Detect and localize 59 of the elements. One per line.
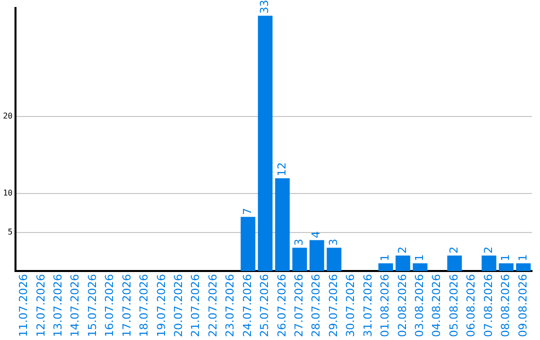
x-tick-label: 02.08.2026 xyxy=(396,274,409,338)
y-tick-label: 20 xyxy=(2,111,13,120)
x-tick-label: 05.08.2026 xyxy=(447,274,460,338)
bar xyxy=(292,248,307,272)
data-label: 2 xyxy=(447,246,460,254)
x-tick-label: 31.07.2026 xyxy=(361,274,374,338)
x-tick-label: 27.07.2026 xyxy=(292,274,306,338)
data-label: 2 xyxy=(396,246,409,254)
x-tick-label: 03.08.2026 xyxy=(412,274,426,338)
x-tick-label: 09.08.2026 xyxy=(516,274,530,338)
x-tick-label: 22.07.2026 xyxy=(206,274,220,338)
x-tick-label: 08.08.2026 xyxy=(499,274,512,338)
x-tick-label: 04.08.2026 xyxy=(430,274,444,338)
data-label: 2 xyxy=(482,246,495,254)
x-tick-label: 06.08.2026 xyxy=(464,274,478,338)
data-label: 4 xyxy=(310,231,323,238)
data-label: 33 xyxy=(258,0,272,14)
x-tick-label: 30.07.2026 xyxy=(344,274,358,338)
data-label: 1 xyxy=(516,254,530,262)
x-tick-label: 15.07.2026 xyxy=(86,274,99,338)
bar xyxy=(275,178,290,272)
data-label: 1 xyxy=(412,254,426,262)
bar xyxy=(412,263,428,272)
bar xyxy=(498,263,514,272)
x-tick-label: 12.07.2026 xyxy=(34,274,48,338)
bar xyxy=(326,248,342,272)
x-tick-label: 11.07.2026 xyxy=(17,274,30,338)
bar xyxy=(447,256,462,272)
x-tick-label: 14.07.2026 xyxy=(68,274,82,338)
x-tick-label: 19.07.2026 xyxy=(154,274,168,338)
data-label: 3 xyxy=(326,238,340,246)
bar xyxy=(258,16,273,272)
x-tick-label: 18.07.2026 xyxy=(138,274,151,338)
bar xyxy=(310,240,324,272)
bar xyxy=(240,216,256,272)
bar xyxy=(482,256,496,272)
bar xyxy=(396,256,410,272)
x-tick-label: 01.08.2026 xyxy=(378,274,392,338)
data-label: 7 xyxy=(240,208,254,215)
x-tick-label: 23.07.2026 xyxy=(224,274,237,338)
bar xyxy=(378,263,394,272)
x-tick-label: 17.07.2026 xyxy=(120,274,134,338)
x-tick-label: 16.07.2026 xyxy=(103,274,116,338)
x-tick-label: 29.07.2026 xyxy=(326,274,340,338)
bar xyxy=(516,263,531,272)
data-label: 1 xyxy=(499,254,512,262)
x-tick-label: 24.07.2026 xyxy=(240,274,254,338)
x-tick-label: 28.07.2026 xyxy=(310,274,323,338)
x-tick-label: 13.07.2026 xyxy=(52,274,65,338)
x-tick-label: 25.07.2026 xyxy=(258,274,272,338)
x-tick-label: 20.07.2026 xyxy=(172,274,186,338)
x-tick-label: 26.07.2026 xyxy=(275,274,288,338)
y-tick-label: 10 xyxy=(2,188,13,198)
data-label: 3 xyxy=(292,238,306,246)
x-tick-label: 21.07.2026 xyxy=(189,274,202,338)
data-label: 12 xyxy=(275,162,288,176)
y-tick-label: 5 xyxy=(8,227,13,236)
x-tick-label: 07.08.2026 xyxy=(482,274,495,338)
data-label: 1 xyxy=(378,254,392,262)
